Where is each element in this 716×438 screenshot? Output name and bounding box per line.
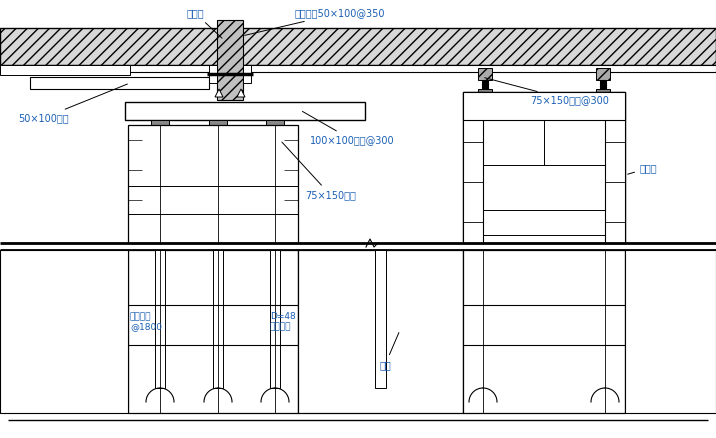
Bar [478, 68, 492, 80]
Bar [0, 65, 130, 75]
Bar [128, 250, 298, 413]
Bar [266, 120, 284, 128]
Text: 100×100方木@300: 100×100方木@300 [302, 111, 395, 145]
Text: 立档方木50×100@350: 立档方木50×100@350 [245, 8, 385, 35]
Text: 门架: 门架 [379, 332, 399, 370]
Polygon shape [237, 89, 245, 97]
Bar [0, 65, 716, 72]
Text: 半门架: 半门架 [628, 163, 657, 174]
Bar [478, 89, 492, 95]
Bar [463, 250, 625, 413]
Bar [596, 89, 610, 95]
Bar [128, 125, 298, 243]
Polygon shape [215, 89, 223, 97]
Bar [463, 92, 483, 243]
Bar [482, 80, 488, 92]
Bar [596, 68, 610, 80]
Bar [605, 92, 625, 243]
Bar [463, 92, 625, 243]
Text: D=48
钉管立杆: D=48 钉管立杆 [270, 312, 296, 332]
Bar [151, 237, 169, 243]
Bar [266, 237, 284, 243]
Bar [625, 250, 716, 413]
Bar [209, 237, 227, 243]
Bar [125, 102, 365, 120]
Text: 50×100方木: 50×100方木 [18, 84, 127, 123]
Bar [375, 250, 386, 388]
Bar [151, 120, 169, 128]
Bar [155, 250, 165, 388]
Bar [273, 128, 278, 237]
Text: 75×150方木@300: 75×150方木@300 [485, 78, 609, 105]
Text: 水平钉管
@1800: 水平钉管 @1800 [130, 312, 162, 332]
Text: 75×150方木: 75×150方木 [282, 142, 356, 200]
Bar [213, 250, 223, 388]
Bar [298, 250, 463, 413]
Bar [209, 120, 227, 128]
Bar [243, 65, 251, 83]
Bar [209, 65, 217, 83]
Bar [158, 128, 163, 237]
Bar [0, 28, 716, 65]
Bar [30, 77, 209, 89]
Bar [217, 20, 243, 100]
Bar [463, 92, 625, 120]
Bar [0, 250, 128, 413]
Bar [216, 128, 221, 237]
Bar [270, 250, 280, 388]
Text: 胶合板: 胶合板 [186, 8, 222, 38]
Bar [600, 80, 606, 92]
